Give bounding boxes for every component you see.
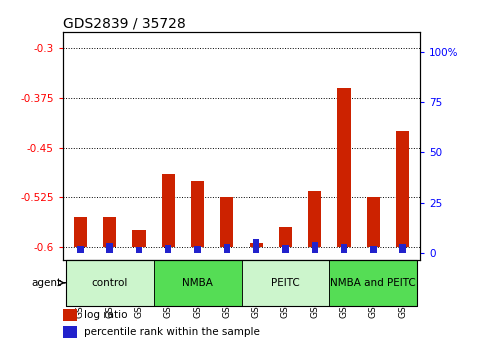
Bar (220, 197, 233, 247)
Bar (224, 244, 230, 253)
Bar (279, 227, 292, 247)
Bar (399, 244, 406, 253)
Bar (132, 230, 145, 247)
Text: PEITC: PEITC (271, 278, 300, 288)
Bar (74, 217, 87, 247)
Text: agent: agent (31, 278, 61, 288)
Text: percentile rank within the sample: percentile rank within the sample (84, 327, 260, 337)
Text: NMBA: NMBA (182, 278, 213, 288)
Bar (250, 244, 263, 247)
Bar (191, 181, 204, 247)
Bar (338, 88, 351, 247)
Text: GDS2839 / 35728: GDS2839 / 35728 (63, 17, 185, 31)
Bar (165, 245, 171, 253)
Bar (77, 246, 84, 253)
Bar (308, 190, 321, 247)
Bar (282, 245, 289, 253)
Text: log ratio: log ratio (84, 310, 128, 320)
Bar (367, 197, 380, 247)
FancyBboxPatch shape (242, 260, 329, 306)
Bar (370, 246, 377, 253)
FancyBboxPatch shape (329, 260, 417, 306)
FancyBboxPatch shape (66, 260, 154, 306)
Bar (194, 246, 201, 253)
Bar (312, 242, 318, 253)
Bar (103, 217, 116, 247)
Bar (341, 244, 347, 253)
Bar (253, 239, 259, 253)
Bar (396, 131, 409, 247)
Bar (136, 247, 142, 253)
Text: control: control (91, 278, 128, 288)
Bar (63, 326, 77, 338)
Text: NMBA and PEITC: NMBA and PEITC (330, 278, 416, 288)
Bar (162, 174, 175, 247)
Bar (106, 243, 113, 253)
Bar (63, 309, 77, 321)
FancyBboxPatch shape (154, 260, 242, 306)
